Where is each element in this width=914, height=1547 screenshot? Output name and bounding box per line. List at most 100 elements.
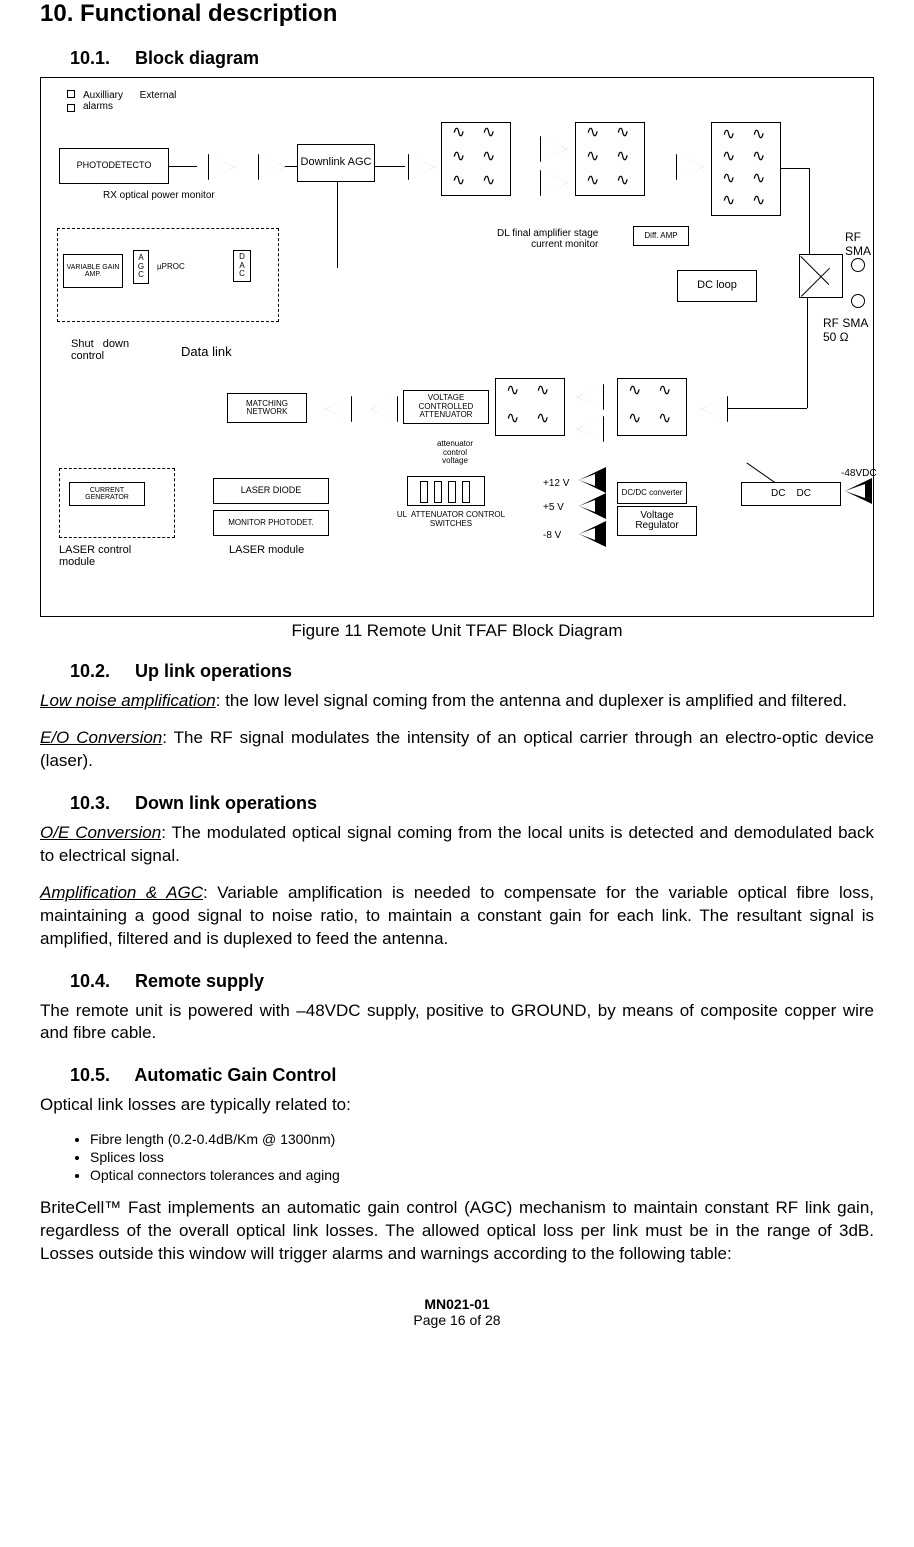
rf-sma-conn <box>851 258 865 272</box>
dcdc2-label: DC DC <box>771 489 811 500</box>
downlink-agc-box: Downlink AGC <box>297 144 375 182</box>
datalink-label: Data link <box>181 344 232 359</box>
arrow-48 <box>845 484 865 498</box>
att-ctrl-text: attenuator control voltage <box>427 436 483 470</box>
arrow-5 <box>579 500 595 512</box>
para-oe: O/E Conversion: The modulated optical si… <box>40 822 874 868</box>
para-amp: Amplification & AGC: Variable amplificat… <box>40 882 874 951</box>
ampL1 <box>325 396 351 422</box>
dcdc2-box: DC DC <box>741 482 841 506</box>
diff-amp-label: Diff. AMP <box>644 232 677 240</box>
amp-lead: Amplification & AGC <box>40 883 203 902</box>
vca-box: VOLTAGE CONTROLLED ATTENUATOR <box>403 390 489 424</box>
laser-ctrl-label: LASER control module <box>59 544 131 568</box>
rf-sma50-conn <box>851 294 865 308</box>
ampL3 <box>577 384 603 410</box>
sectitle-10-1: Block diagram <box>135 48 259 68</box>
lna-body: : the low level signal coming from the a… <box>216 691 847 710</box>
page-title: 10. Functional description <box>40 0 874 28</box>
eo-body: : The RF signal modulates the intensity … <box>40 728 874 770</box>
vreg-box: Voltage Regulator <box>617 506 697 536</box>
proc-label: µPROC <box>157 262 185 271</box>
para-agc-body: BriteCell™ Fast implements an automatic … <box>40 1197 874 1266</box>
photodetector-label: PHOTODETECTO <box>77 161 152 170</box>
laser-diode-box: LASER DIODE <box>213 478 329 504</box>
vca-label: VOLTAGE CONTROLLED ATTENUATOR <box>406 394 486 419</box>
ul-filt2: ∿∿ ∿∿ <box>617 378 687 436</box>
aux-sq2 <box>67 104 75 112</box>
agc-bullets: Fibre length (0.2-0.4dB/Km @ 1300nm) Spl… <box>90 1131 874 1183</box>
agc-small-label: A G C <box>136 254 146 279</box>
secnum-10-1: 10.1. <box>70 48 130 69</box>
current-gen-label: CURRENT GENERATOR <box>72 487 142 502</box>
page-footer: MN021-01 Page 16 of 28 <box>40 1296 874 1328</box>
att-ctrl-label: attenuator control voltage <box>429 440 481 465</box>
section-10-4: 10.4. Remote supply <box>70 971 874 992</box>
amp6 <box>677 154 703 180</box>
ampL4 <box>577 416 603 442</box>
para-lna: Low noise amplification: the low level s… <box>40 690 874 713</box>
aux-alarms-label: Auxilliary External alarms <box>83 90 176 112</box>
dac-label: D A C <box>236 253 248 278</box>
oe-lead: O/E Conversion <box>40 823 161 842</box>
downlink-agc-label: Downlink AGC <box>301 157 372 169</box>
p12-label: +12 V <box>543 478 569 489</box>
dc-loop-label: DC loop <box>697 280 737 292</box>
dac-box: D A C <box>233 250 251 282</box>
amp5 <box>541 170 567 196</box>
section-10-5: 10.5. Automatic Gain Control <box>70 1065 874 1086</box>
para-supply: The remote unit is powered with –48VDC s… <box>40 1000 874 1046</box>
section-10-2: 10.2. Up link operations <box>70 661 874 682</box>
dcdc-label: DC/DC converter <box>622 489 683 497</box>
dc-loop-box: DC loop <box>677 270 757 302</box>
dip-switches <box>407 476 485 506</box>
laser-diode-label: LASER DIODE <box>241 486 302 495</box>
footer-doc: MN021-01 <box>424 1296 489 1312</box>
arrow-12 <box>579 474 595 486</box>
oe-body: : The modulated optical signal coming fr… <box>40 823 874 865</box>
dcdc-box: DC/DC converter <box>617 482 687 504</box>
current-gen-box: CURRENT GENERATOR <box>69 482 145 506</box>
m48-label: -48VDC <box>841 468 877 479</box>
agc-small-box: A G C <box>133 250 149 284</box>
eo-lead: E/O Conversion <box>40 728 162 747</box>
ul-sw-label: UL ATTENUATOR CONTROL SWITCHES <box>381 510 521 528</box>
p5-label: +5 V <box>543 502 564 513</box>
arrow-8 <box>579 528 595 540</box>
para-agc-intro: Optical link losses are typically relate… <box>40 1094 874 1117</box>
sectitle-10-5: Automatic Gain Control <box>134 1065 336 1085</box>
amp4 <box>541 136 567 162</box>
footer-page: Page 16 of 28 <box>413 1312 500 1328</box>
filter-bank-2: ∿∿ ∿∿ ∿∿ <box>575 122 645 196</box>
laser-mod-label: LASER module <box>229 544 304 556</box>
m8-label: -8 V <box>543 530 561 541</box>
bullet-1: Fibre length (0.2-0.4dB/Km @ 1300nm) <box>90 1131 874 1147</box>
sectitle-10-2: Up link operations <box>135 661 292 681</box>
figure-caption: Figure 11 Remote Unit TFAF Block Diagram <box>40 621 874 641</box>
para-eo: E/O Conversion: The RF signal modulates … <box>40 727 874 773</box>
diff-amp-box: Diff. AMP <box>633 226 689 246</box>
photodetector-box: PHOTODETECTO <box>59 148 169 184</box>
secnum-10-5: 10.5. <box>70 1065 130 1086</box>
shutdown-label: Shut down control <box>71 338 129 362</box>
var-gain-label: VARIABLE GAIN AMP. <box>66 264 120 279</box>
vreg-label: Voltage Regulator <box>620 511 694 532</box>
rx-monitor-label: RX optical power monitor <box>103 190 215 201</box>
filter-bank-1: ∿∿ ∿∿ ∿∿ <box>441 122 511 196</box>
ampL5 <box>701 396 727 422</box>
sectitle-10-3: Down link operations <box>135 793 317 813</box>
rf-sma-label: RF SMA <box>845 230 871 258</box>
filter-bank-3: ∿∿ ∿∿ ∿∿ ∿∿ <box>711 122 781 216</box>
secnum-10-4: 10.4. <box>70 971 130 992</box>
rf-sma50-label: RF SMA 50 Ω <box>823 316 868 344</box>
secnum-10-2: 10.2. <box>70 661 130 682</box>
block-diagram: Auxilliary External alarms PHOTODETECTO … <box>40 77 874 617</box>
dl-final-label: DL final amplifier stage current monitor <box>497 228 598 250</box>
matching-box: MATCHING NETWORK <box>227 393 307 423</box>
ul-filt1: ∿∿ ∿∿ <box>495 378 565 436</box>
amp1 <box>209 154 235 180</box>
section-10-3: 10.3. Down link operations <box>70 793 874 814</box>
bullet-2: Splices loss <box>90 1149 874 1165</box>
matching-label: MATCHING NETWORK <box>230 400 304 417</box>
amp3 <box>409 154 435 180</box>
